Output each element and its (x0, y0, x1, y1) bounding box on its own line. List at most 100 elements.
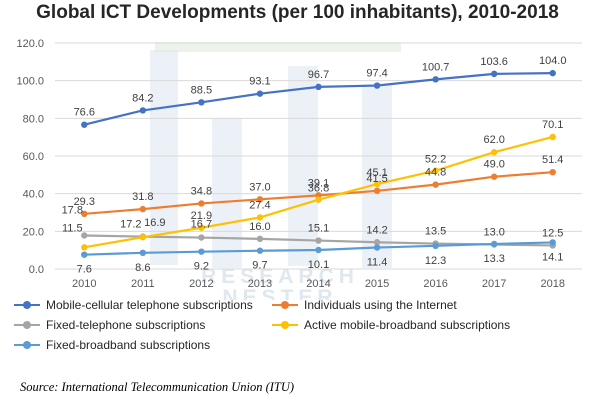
data-point (490, 240, 498, 248)
legend-label: Individuals using the Internet (304, 298, 457, 312)
data-label: 31.8 (132, 191, 153, 203)
x-tick-label: 2012 (189, 278, 213, 290)
data-label: 97.4 (366, 68, 387, 80)
data-point (432, 76, 439, 83)
data-label: 45.1 (366, 167, 387, 179)
x-tick-label: 2017 (482, 278, 506, 290)
data-label: 62.0 (483, 134, 504, 146)
data-label: 70.1 (542, 119, 563, 131)
legend-label: Fixed-telephone subscriptions (46, 318, 206, 332)
data-label: 52.2 (425, 154, 446, 166)
series-3 (81, 133, 556, 251)
data-label: 51.4 (542, 154, 563, 166)
chart-title: Global ICT Developments (per 100 inhabit… (36, 2, 559, 23)
legend-item: Mobile-cellular telephone subscriptions (14, 298, 253, 312)
data-label: 17.8 (62, 204, 83, 216)
data-label: 37.0 (249, 181, 270, 193)
data-label: 29.3 (74, 196, 95, 208)
data-point (256, 214, 264, 221)
data-label: 16.9 (144, 217, 165, 229)
data-label: 16.7 (191, 219, 212, 231)
legend-swatch (272, 299, 298, 311)
y-tick-label: 80.0 (23, 113, 44, 125)
data-point (549, 133, 556, 141)
y-axis-ticks: 0.0 20.0 40.0 60.0 80.0 100.0 120.0 (16, 38, 44, 276)
data-point (198, 234, 205, 241)
data-label: 103.6 (480, 56, 508, 68)
x-tick-label: 2016 (423, 278, 447, 290)
watermark-bar (150, 50, 178, 265)
data-label: 10.1 (308, 259, 329, 271)
data-point (81, 244, 88, 251)
legend-item: Active mobile-broadband subscriptions (272, 318, 510, 332)
data-label: 11.4 (367, 257, 388, 269)
legend-label: Fixed-broadband subscriptions (46, 338, 211, 352)
data-point (373, 239, 381, 246)
data-label: 93.1 (249, 76, 270, 88)
watermark-band (155, 42, 401, 52)
data-point (315, 196, 322, 203)
data-point (81, 210, 88, 218)
data-label: 96.7 (308, 69, 329, 81)
data-label: 12.3 (425, 255, 446, 267)
series-0 (81, 69, 556, 128)
data-point (315, 83, 322, 91)
data-point (549, 168, 556, 176)
data-label: 13.5 (425, 226, 446, 238)
data-point (432, 167, 439, 174)
data-point (81, 121, 88, 128)
x-tick-label: 2014 (306, 278, 330, 290)
gridlines (55, 42, 582, 270)
x-tick-label: 2013 (248, 278, 272, 290)
data-point (490, 173, 498, 180)
data-label: 7.6 (77, 264, 92, 276)
watermark-text: RESEARCH (201, 265, 359, 288)
data-point (373, 180, 381, 188)
y-tick-label: 120.0 (16, 38, 44, 50)
source-note: Source: International Telecommunication … (20, 380, 295, 394)
y-tick-label: 100.0 (16, 76, 44, 88)
data-point (198, 200, 205, 207)
series-lines (81, 69, 556, 258)
data-point (198, 224, 205, 231)
data-label: 36.8 (308, 183, 329, 195)
data-point (373, 82, 381, 89)
data-point (256, 235, 264, 243)
data-label: 88.5 (191, 84, 212, 96)
y-tick-label: 0.0 (29, 264, 44, 276)
data-point (373, 187, 381, 195)
legend-swatch (272, 319, 298, 331)
data-point (315, 246, 322, 254)
data-label: 27.4 (249, 199, 270, 211)
data-label: 39.1 (308, 177, 329, 189)
data-point (256, 90, 264, 97)
legend-swatch (14, 339, 40, 351)
data-labels: 76.6 84.2 88.5 93.1 96.7 97.4 100.7 103.6 104.0 2… (62, 55, 567, 276)
watermark-bar (288, 66, 318, 266)
data-label: 13.3 (483, 253, 504, 265)
data-label: 12.5 (542, 227, 563, 239)
legend-swatch (14, 299, 40, 311)
data-point (139, 249, 147, 257)
legend-item: Fixed-telephone subscriptions (14, 318, 205, 332)
data-label: 84.2 (132, 92, 153, 104)
data-point (81, 251, 88, 258)
legend-label: Mobile-cellular telephone subscriptions (46, 298, 253, 312)
data-label: 17.2 (120, 219, 141, 231)
data-label: 76.6 (74, 107, 95, 119)
x-axis-ticks: 2010 2011 2012 2013 2014 2015 2016 2017 2018 (72, 278, 565, 290)
data-point (139, 233, 147, 241)
data-point (549, 69, 556, 77)
watermark-bar (362, 84, 392, 268)
data-label: 49.0 (483, 159, 504, 171)
data-point (373, 244, 381, 251)
legend-item: Individuals using the Internet (272, 298, 457, 312)
data-label: 34.8 (191, 185, 212, 197)
x-tick-label: 2011 (131, 278, 155, 290)
legend-item: Fixed-broadband subscriptions (14, 338, 210, 352)
data-label: 14.2 (366, 224, 387, 236)
data-label: 16.0 (249, 221, 270, 233)
data-point (432, 181, 439, 188)
